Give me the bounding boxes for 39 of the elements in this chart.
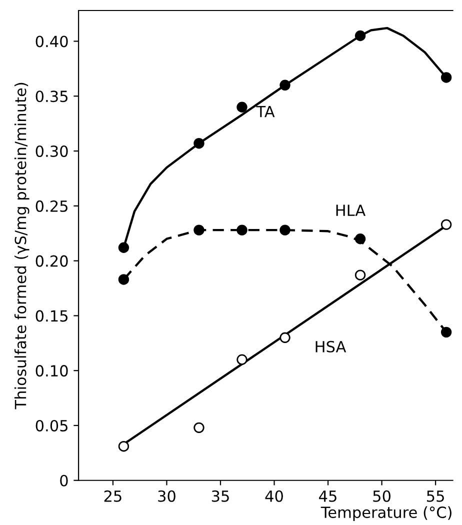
series-label: TA [256,106,275,118]
point [354,233,366,244]
y-tick-label: 0.05 [36,420,68,432]
x-tick-label: 55 [427,490,444,502]
x-tick-label: 50 [373,490,390,502]
y-tick-label: 0.10 [36,365,68,377]
y-tick-label: 0.40 [36,36,68,48]
point [280,224,290,236]
point [354,30,366,42]
x-tick-label: 30 [158,490,176,502]
y-tick-label: 0.35 [36,90,68,102]
point [280,80,290,91]
point [280,332,290,344]
x-tick-label: 45 [319,490,336,502]
point [118,242,130,253]
x-tick-label: 35 [212,490,229,502]
x-tick-label: 25 [104,490,122,502]
point [194,422,204,434]
point [440,72,452,83]
y-tick-label: 0.25 [36,200,68,212]
point [236,224,248,236]
y-tick-label: 0.20 [36,255,68,267]
point [194,138,204,149]
point [354,270,366,280]
x-tick-label: 40 [265,490,283,502]
series-label: HSA [316,340,346,352]
y-axis-title: Thiosulfate formed (γS/mg protein/minute) [14,82,30,410]
y-tick-label: 0.15 [36,310,68,322]
series-label: HLA [336,204,366,216]
y-tick-label: 0.30 [36,145,68,158]
point [236,102,248,112]
point [440,326,452,338]
point [440,219,452,230]
point [118,440,130,452]
point [194,224,204,236]
x-axis-title: Temperature (°C) [320,506,452,522]
y-tick-label: 0 [60,474,68,486]
point [236,354,248,365]
point [118,274,130,285]
